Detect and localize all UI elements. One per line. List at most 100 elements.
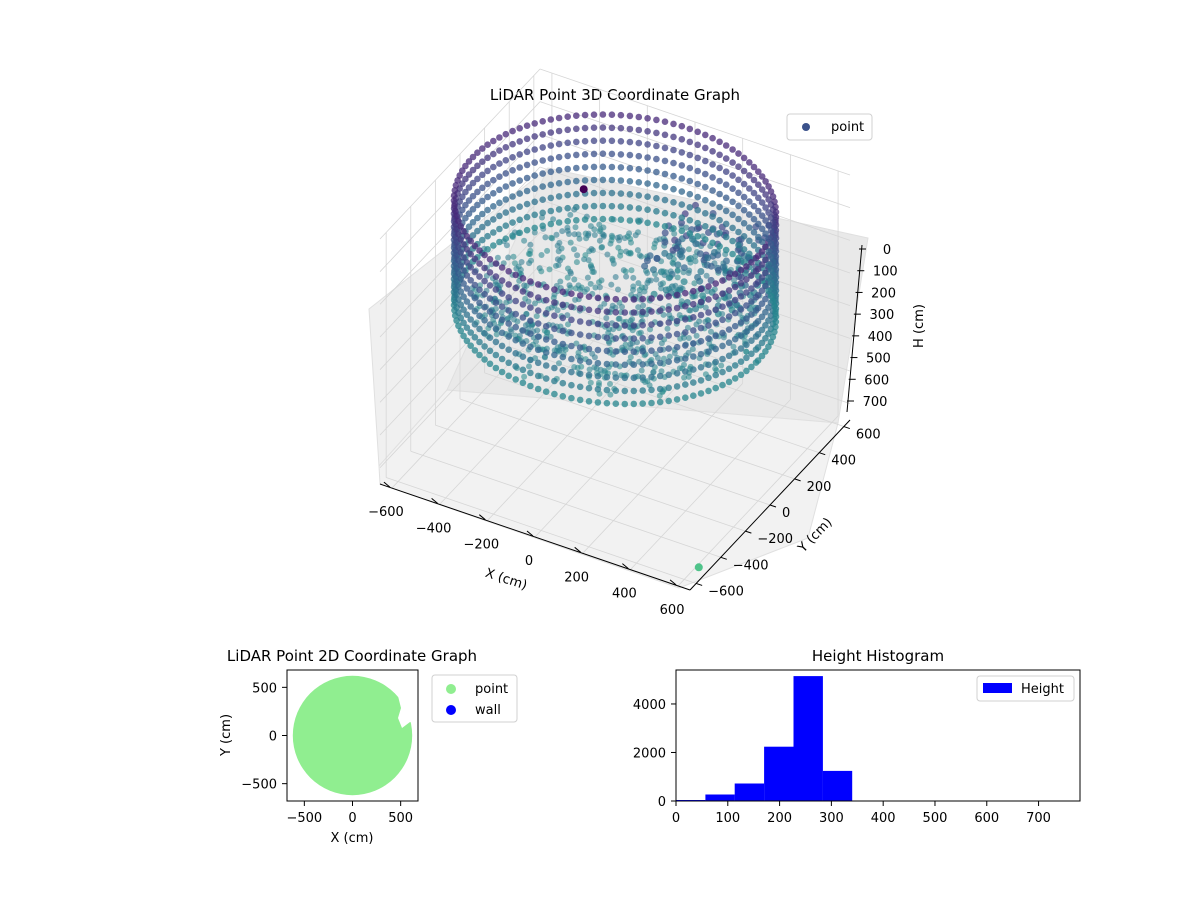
legend-histogram-swatch — [983, 683, 1012, 693]
wall-point — [512, 323, 519, 331]
wall-point — [670, 225, 677, 232]
cloud-point — [647, 326, 654, 333]
wall-point — [690, 353, 697, 360]
cloud-point — [517, 266, 524, 273]
cloud-point — [665, 274, 673, 282]
wall-point — [505, 268, 512, 275]
wall-point — [630, 296, 638, 303]
y-tick-mark-3d — [819, 452, 826, 456]
wall-point — [460, 254, 467, 261]
wall-point — [737, 306, 745, 313]
wall-point — [486, 321, 494, 328]
wall-point — [608, 111, 616, 118]
wall-point — [690, 366, 697, 373]
cloud-point — [576, 235, 583, 242]
wall-point — [748, 350, 755, 358]
wall-point — [673, 383, 681, 390]
cloud-point — [605, 329, 612, 336]
histogram-bar — [705, 794, 735, 801]
wall-point — [722, 233, 730, 241]
wall-point — [481, 277, 488, 285]
cloud-point — [644, 279, 651, 286]
wall-point — [762, 348, 769, 355]
point-cloud-3d — [450, 111, 780, 572]
wall-point — [502, 183, 510, 190]
wall-point — [599, 137, 607, 144]
wall-point — [719, 368, 726, 376]
wall-point — [509, 167, 516, 174]
wall-point — [729, 211, 736, 219]
cloud-point — [737, 273, 745, 281]
wall-point — [608, 176, 616, 184]
wall-point — [534, 307, 542, 314]
wall-point — [617, 124, 625, 132]
cloud-point — [604, 251, 611, 258]
wall-point — [568, 394, 575, 402]
wall-point — [617, 203, 625, 210]
wall-point — [467, 342, 475, 350]
wall-point — [648, 308, 655, 315]
wall-point — [547, 116, 555, 123]
wall-point — [603, 360, 611, 368]
wall-point — [484, 246, 491, 253]
wall-point — [465, 184, 473, 191]
cloud-point — [681, 374, 688, 381]
cloud-point — [567, 211, 574, 218]
wall-point — [523, 187, 531, 195]
wall-point — [502, 209, 510, 216]
wall-point — [581, 151, 589, 158]
wall-point — [762, 295, 769, 303]
wall-point — [509, 219, 516, 226]
wall-point — [457, 223, 465, 230]
cloud-point — [503, 242, 510, 249]
wall-point — [725, 274, 733, 281]
wall-point — [767, 279, 775, 287]
wall-point — [568, 316, 575, 324]
wall-point — [705, 309, 712, 316]
wall-point — [758, 173, 766, 180]
wall-point — [665, 306, 672, 313]
wall-point — [722, 207, 730, 215]
wall-point — [755, 168, 762, 175]
wall-point — [705, 283, 712, 290]
wall-point — [594, 307, 602, 315]
wall-point — [564, 113, 571, 120]
wall-point — [635, 165, 643, 173]
cloud-point — [588, 246, 595, 252]
legend-2d: point wall — [431, 674, 518, 723]
wall-point — [585, 345, 593, 353]
z-tick-label-3d: 300 — [869, 308, 894, 323]
wall-point — [748, 298, 755, 305]
cloud-point — [623, 273, 630, 280]
wall-point — [534, 333, 542, 341]
cloud-point — [683, 224, 690, 231]
wall-point — [481, 290, 488, 298]
cloud-point — [662, 286, 670, 294]
legend-histogram-label: Height — [1021, 682, 1064, 697]
wall-point — [512, 336, 519, 344]
wall-point — [564, 139, 571, 147]
legend-2d-marker-wall — [446, 705, 456, 715]
y-tick-label-histogram: 2000 — [633, 746, 666, 761]
wall-point — [555, 127, 563, 135]
wall-point — [702, 144, 709, 152]
cloud-point — [685, 335, 692, 341]
wall-point — [465, 210, 473, 217]
wall-point — [750, 176, 758, 184]
wall-point — [630, 361, 638, 369]
wall-point — [585, 398, 593, 405]
wall-point — [740, 233, 748, 240]
wall-point — [617, 111, 625, 119]
wall-point — [551, 377, 558, 385]
wall-point — [653, 155, 660, 163]
histogram-bar — [764, 746, 794, 801]
wall-point — [758, 248, 766, 255]
point-gap-2d — [398, 690, 418, 728]
wall-point — [465, 223, 473, 230]
wall-point — [505, 333, 512, 340]
wall-point — [573, 190, 580, 198]
outlier-point — [579, 185, 588, 194]
wall-point — [471, 242, 479, 250]
cloud-point — [632, 232, 639, 239]
wall-point — [594, 346, 602, 354]
